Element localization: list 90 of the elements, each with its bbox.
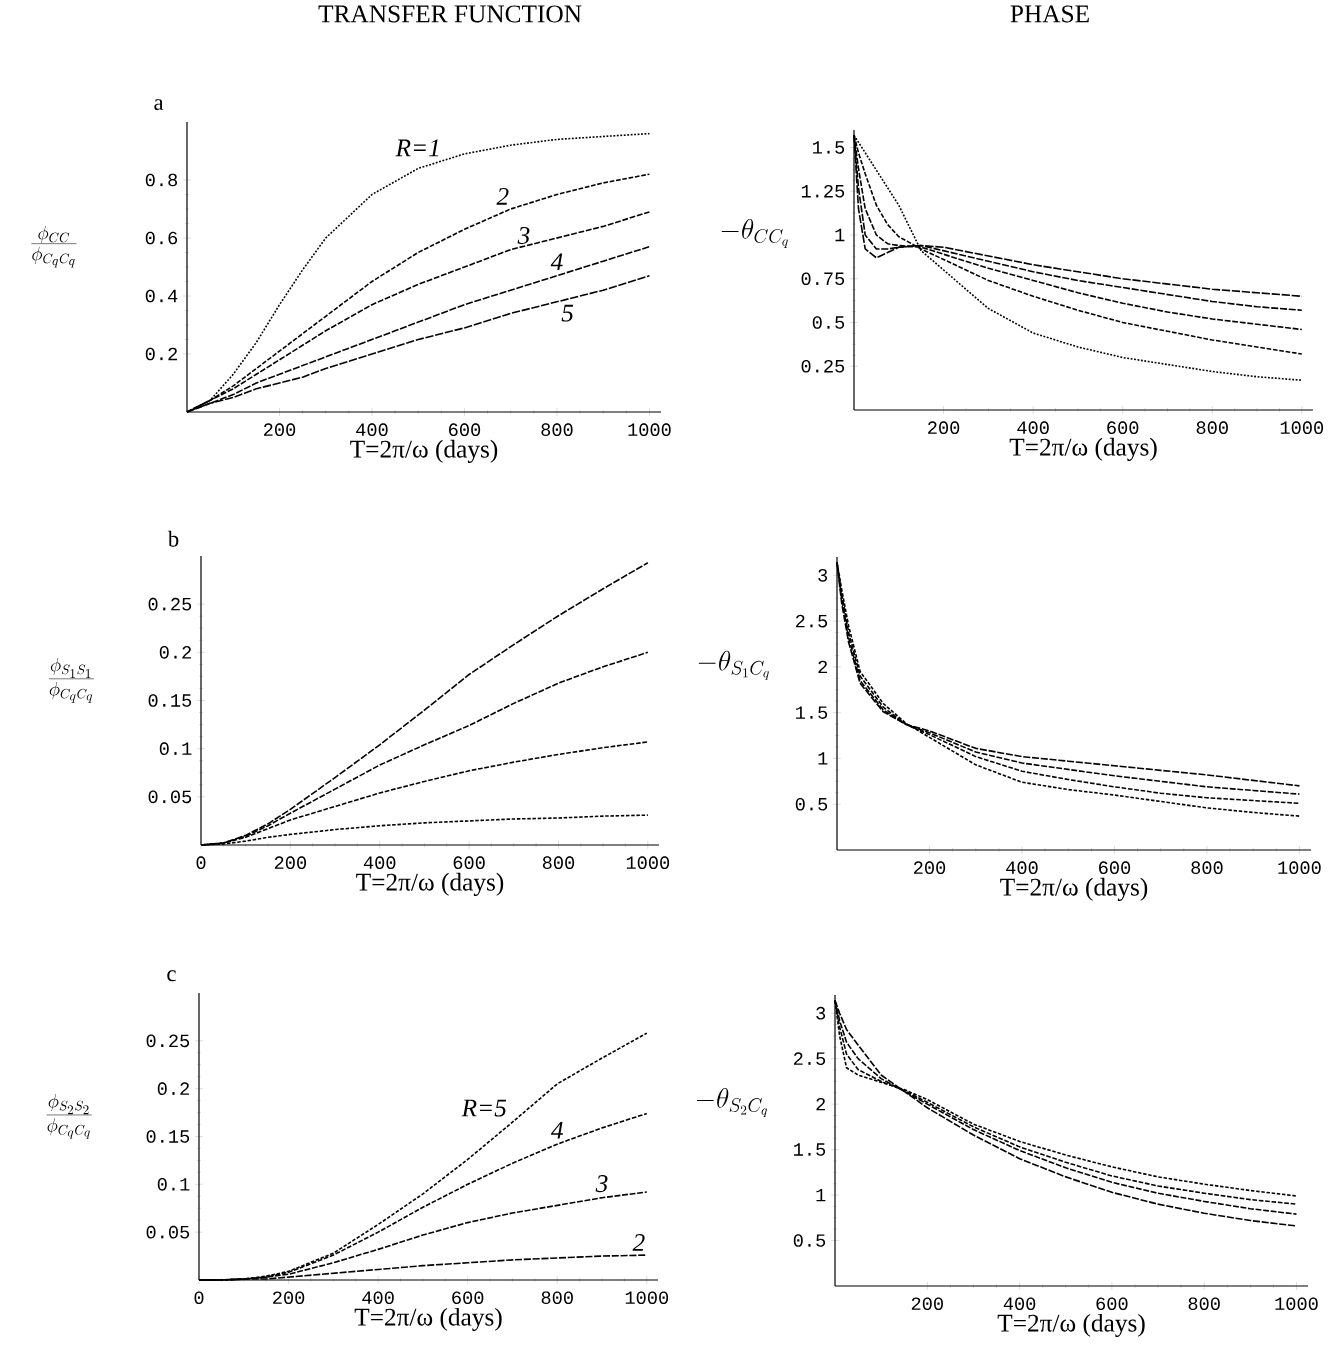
x-axis-title: T=2π/ω (days) [354,1307,502,1331]
series-label: 3 [595,1175,608,1193]
x-axis-title: T=2π/ω (days) [350,439,498,463]
y-axis-title: $\frac{\phi_{S_1 S_1}}{\phi_{C_q C_q}}$ [48,657,94,703]
y-tick-label: 0.05 [146,1225,190,1239]
y-tick-label: 0.15 [146,1130,190,1143]
x-tick-label: 600 [453,856,485,870]
x-axis-title: T=2π/ω (days) [1000,877,1148,901]
x-tick-label: 400 [362,1291,394,1305]
x-tick-label: 200 [911,1297,943,1311]
y-axis-title: $\frac{\phi_{CC}}{\phi_{C_q C_q}}$ [31,225,77,268]
y-axis-title: $-\theta_{S_1 C_q}$ [698,650,769,680]
y-tick-label: 2.5 [796,614,828,628]
y-tick-label: 0.2 [145,347,177,361]
y-tick-label: 1.5 [813,141,845,154]
x-tick-label: 200 [914,861,946,875]
x-axis-title: T=2π/ω (days) [997,1313,1145,1337]
y-tick-label: 0.75 [801,272,845,286]
y-tick-label: 0.5 [793,1234,826,1247]
x-tick-label: 800 [542,856,575,870]
series-label: R=1 [395,139,439,157]
x-tick-label: 1000 [1280,421,1324,435]
y-tick-label: 1 [816,1188,826,1202]
y-axis-title: $\frac{\phi_{S_2 S_2}}{\phi_{C_q C_q}}$ [46,1093,92,1139]
text: b [167,530,179,547]
y-tick-label: 0.25 [801,359,845,373]
x-tick-label: 1000 [1275,1297,1318,1311]
series-label: R=5 [461,1099,507,1117]
x-tick-label: 200 [264,423,296,437]
y-tick-label: 1.5 [796,706,828,719]
x-tick-label: 1000 [628,423,671,437]
x-tick-label: 600 [449,423,481,437]
series-label: 3 [517,226,530,244]
y-tick-label: 0.2 [157,1082,189,1095]
y-tick-label: 0.15 [148,694,192,707]
x-tick-label: 0 [196,856,206,870]
y-tick-label: 1 [835,228,845,242]
series-label: 2 [496,187,509,205]
y-tick-label: 0.2 [159,646,191,659]
x-axis-title: T=2π/ω (days) [356,872,504,896]
x-tick-label: 400 [1006,861,1038,875]
chart-title: PHASE [1010,5,1089,23]
text: a [154,99,164,111]
x-tick-label: 0 [194,1291,204,1305]
y-tick-label: 1.5 [794,1143,826,1156]
y-tick-label: 0.1 [157,1178,190,1191]
y-tick-label: 2 [818,660,827,674]
x-tick-label: 200 [273,1291,305,1305]
x-tick-label: 400 [1017,421,1049,435]
x-axis-title: T=2π/ω (days) [1009,437,1157,461]
x-tick-label: 600 [1099,861,1131,875]
x-tick-label: 800 [1191,861,1223,875]
x-tick-label: 400 [356,423,388,437]
series-label: 2 [632,1234,645,1251]
y-tick-label: 0.8 [145,173,178,187]
series-label: 4 [550,1121,563,1139]
x-tick-label: 1000 [1278,861,1321,875]
chart-title: TRANSFER FUNCTION [318,5,582,23]
x-tick-label: 800 [1188,1297,1220,1311]
x-tick-label: 200 [274,856,307,870]
x-tick-label: 1000 [625,1291,669,1305]
y-axis-title: $-\theta_{CC_q}$ [721,218,788,248]
y-tick-label: 2 [816,1097,825,1111]
x-tick-label: 400 [363,856,396,870]
x-tick-label: 200 [928,421,960,435]
series-label: 4 [550,253,563,271]
y-tick-label: 1.25 [801,184,845,198]
y-tick-label: 0.25 [148,597,192,611]
x-tick-label: 400 [1003,1297,1036,1311]
series-label: 5 [561,304,574,322]
x-tick-label: 800 [541,1291,573,1305]
x-tick-label: 600 [452,1291,484,1305]
y-tick-label: 0.6 [145,231,178,245]
x-tick-label: 600 [1107,421,1139,435]
y-tick-label: 0.05 [148,790,192,804]
y-tick-label: 0.4 [145,289,178,303]
x-tick-label: 1000 [626,856,670,870]
y-tick-label: 3 [816,1006,826,1020]
y-tick-label: 0.5 [795,797,828,811]
x-tick-label: 800 [1196,421,1228,435]
y-axis-title: $-\theta_{S_2 C_q}$ [696,1087,768,1118]
x-tick-label: 600 [1096,1297,1128,1311]
y-tick-label: 0.1 [159,742,192,755]
y-tick-label: 0.25 [146,1034,190,1048]
x-tick-label: 800 [541,423,573,437]
y-tick-label: 1 [818,752,828,765]
y-tick-label: 0.5 [812,316,845,329]
text: c [167,970,176,982]
y-tick-label: 2.5 [794,1052,826,1065]
y-tick-label: 3 [818,568,828,582]
